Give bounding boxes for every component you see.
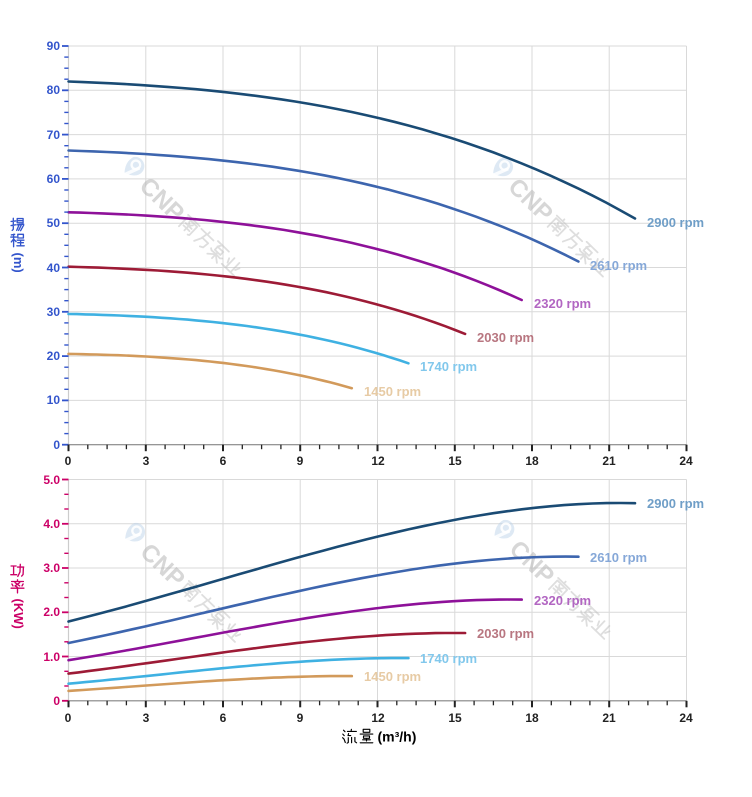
- svg-text:2030 rpm: 2030 rpm: [477, 626, 534, 641]
- svg-text:2900 rpm: 2900 rpm: [647, 496, 704, 511]
- svg-text:(KW): (KW): [11, 599, 26, 629]
- svg-text:3: 3: [143, 711, 150, 725]
- svg-text:24: 24: [679, 711, 693, 725]
- svg-text:1740 rpm: 1740 rpm: [420, 359, 477, 374]
- svg-text:1740 rpm: 1740 rpm: [420, 651, 477, 666]
- svg-text:80: 80: [47, 83, 61, 97]
- svg-text:3: 3: [143, 454, 150, 468]
- svg-text:9: 9: [297, 711, 304, 725]
- svg-text:6: 6: [220, 454, 227, 468]
- svg-text:60: 60: [47, 172, 61, 186]
- svg-text:70: 70: [47, 128, 61, 142]
- svg-text:(m): (m): [11, 253, 26, 273]
- svg-text:0: 0: [65, 711, 72, 725]
- svg-text:2320 rpm: 2320 rpm: [534, 593, 591, 608]
- svg-text:4.0: 4.0: [43, 517, 60, 531]
- svg-text:15: 15: [448, 454, 462, 468]
- svg-text:0: 0: [65, 454, 72, 468]
- svg-text:18: 18: [525, 454, 539, 468]
- svg-text:24: 24: [679, 454, 693, 468]
- svg-text:10: 10: [47, 393, 61, 407]
- svg-text:2.0: 2.0: [43, 605, 60, 619]
- svg-text:21: 21: [602, 454, 616, 468]
- svg-text:6: 6: [220, 711, 227, 725]
- svg-text:1.0: 1.0: [43, 650, 60, 664]
- svg-text:2610 rpm: 2610 rpm: [590, 550, 647, 565]
- svg-text:2900 rpm: 2900 rpm: [647, 215, 704, 230]
- svg-text:0: 0: [53, 694, 60, 708]
- svg-text:2610 rpm: 2610 rpm: [590, 258, 647, 273]
- svg-text:20: 20: [47, 349, 61, 363]
- svg-text:0: 0: [53, 438, 60, 452]
- svg-text:3.0: 3.0: [43, 561, 60, 575]
- svg-text:2320 rpm: 2320 rpm: [534, 296, 591, 311]
- svg-text:21: 21: [602, 711, 616, 725]
- svg-text:50: 50: [47, 216, 61, 230]
- svg-text:15: 15: [448, 711, 462, 725]
- svg-text:90: 90: [47, 39, 61, 53]
- svg-text:18: 18: [525, 711, 539, 725]
- svg-text:1450 rpm: 1450 rpm: [364, 384, 421, 399]
- svg-text:9: 9: [297, 454, 304, 468]
- svg-text:2030 rpm: 2030 rpm: [477, 330, 534, 345]
- svg-text:40: 40: [47, 261, 61, 275]
- svg-text:12: 12: [371, 454, 385, 468]
- svg-text:1450 rpm: 1450 rpm: [364, 669, 421, 684]
- svg-text:5.0: 5.0: [43, 473, 60, 487]
- svg-text:30: 30: [47, 305, 61, 319]
- svg-text:12: 12: [371, 711, 385, 725]
- svg-text:(m³/h): (m³/h): [378, 729, 417, 745]
